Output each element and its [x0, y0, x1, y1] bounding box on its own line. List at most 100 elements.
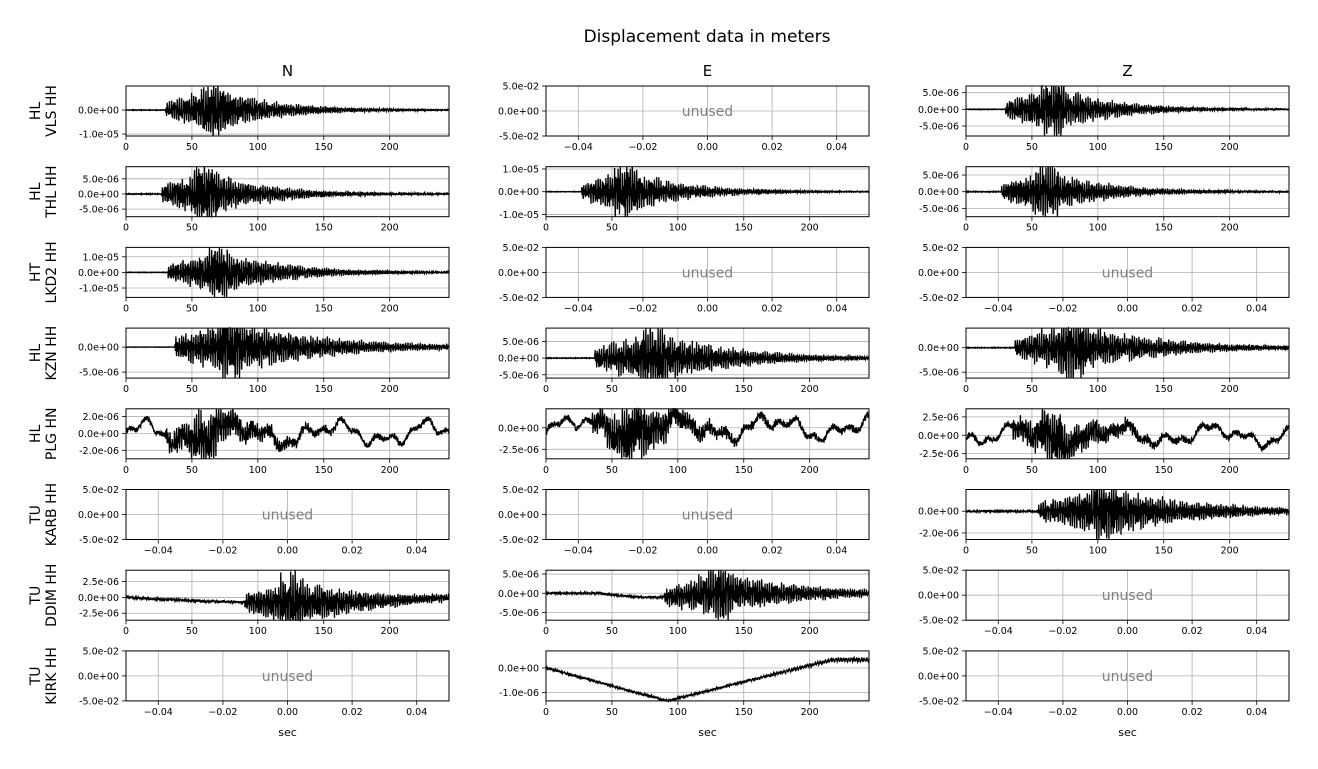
axes-frame — [965, 489, 1290, 540]
x-tick-label: 0.04 — [406, 707, 427, 718]
x-tick-label: 150 — [315, 465, 333, 476]
waveform-line — [125, 570, 450, 623]
panel-r4-c1: 0 50 100 150 200 -2.5e-06 0.0e+00 — [498, 407, 870, 476]
y-tick-label: 5.0e-02 — [923, 243, 959, 254]
y-tick-label: -1.0e-06 — [499, 688, 539, 699]
x-tick-label: 150 — [315, 223, 333, 234]
x-tick-label: −0.04 — [984, 707, 1013, 718]
column-title-n: N — [281, 62, 294, 80]
x-tick-label: 0.02 — [342, 546, 363, 557]
y-tick-label: 0.0e+00 — [498, 354, 539, 365]
y-tick-label: 0.0e+00 — [78, 268, 119, 279]
x-tick-label: 50 — [186, 626, 198, 637]
x-tick-label: −0.04 — [984, 626, 1013, 637]
y-tick-label: -5.0e-06 — [919, 122, 959, 133]
x-tick-label: 50 — [186, 142, 198, 153]
row-label: HL — [28, 424, 44, 443]
y-tick-label: -5.0e-02 — [919, 696, 959, 707]
x-tick-label: 0.02 — [1182, 707, 1203, 718]
x-tick-label: 50 — [1026, 384, 1038, 395]
waveform-line — [545, 655, 870, 704]
x-tick-label: −0.04 — [144, 707, 173, 718]
x-tick-label: 200 — [381, 223, 399, 234]
panel-r5-c2: 0 50 100 150 200 -2.0e-06 0.0e+00 — [918, 488, 1290, 557]
y-tick-label: 0.0e+00 — [918, 105, 959, 116]
y-tick-label: -2.5e-06 — [919, 449, 959, 460]
row-label: DDIM HH — [44, 564, 60, 627]
y-tick-label: -5.0e-02 — [79, 696, 119, 707]
x-tick-label: 0 — [123, 626, 129, 637]
x-tick-label: 0.00 — [1117, 707, 1138, 718]
x-tick-label: 100 — [249, 142, 267, 153]
x-tick-label: 0 — [963, 384, 969, 395]
x-tick-label: 50 — [186, 303, 198, 314]
x-tick-label: 50 — [186, 384, 198, 395]
y-tick-label: 2.5e-06 — [923, 412, 959, 423]
x-tick-label: 0 — [543, 707, 549, 718]
x-tick-label: 0 — [123, 303, 129, 314]
x-tick-label: 0.00 — [277, 546, 298, 557]
waveform-line — [965, 408, 1290, 460]
x-tick-label: 50 — [1026, 465, 1038, 476]
x-tick-label: 0.04 — [406, 546, 427, 557]
x-tick-label: −0.04 — [984, 303, 1013, 314]
y-tick-label: 0.0e+00 — [498, 268, 539, 279]
row-label: HL — [28, 344, 44, 363]
y-tick-label: 0.0e+00 — [498, 663, 539, 674]
y-tick-label: -5.0e-06 — [79, 368, 119, 379]
x-tick-label: 0.02 — [1182, 303, 1203, 314]
waveform-line — [965, 488, 1290, 540]
x-tick-label: 100 — [1089, 465, 1107, 476]
panel-r7-c0: unused −0.04 −0.02 0.00 0.02 0.04 -5.0e-02 0.0e… — [28, 646, 450, 718]
x-tick-label: 50 — [606, 384, 618, 395]
x-tick-label: 200 — [1221, 384, 1239, 395]
x-tick-label: 0 — [123, 142, 129, 153]
y-tick-label: 0.0e+00 — [78, 671, 119, 682]
axes-frame — [545, 650, 870, 702]
x-tick-label: 100 — [669, 384, 687, 395]
x-tick-label: −0.02 — [628, 546, 657, 557]
x-tick-label: 50 — [1026, 223, 1038, 234]
x-tick-label: 0.00 — [697, 303, 718, 314]
x-tick-label: 150 — [1155, 546, 1173, 557]
row-label: KZN HH — [44, 326, 60, 381]
x-tick-label: 0.04 — [826, 142, 847, 153]
x-tick-label: 0 — [543, 223, 549, 234]
unused-label: unused — [1102, 265, 1153, 281]
y-tick-label: 5.0e-02 — [923, 566, 959, 577]
unused-label: unused — [682, 104, 733, 120]
x-tick-label: 0 — [963, 142, 969, 153]
waveform-line — [545, 570, 870, 621]
waveform-line — [125, 326, 450, 379]
column-title-z: Z — [1122, 62, 1133, 80]
x-tick-label: −0.02 — [208, 546, 237, 557]
x-tick-label: 50 — [606, 707, 618, 718]
y-tick-label: 0.0e+00 — [498, 589, 539, 600]
y-tick-label: 5.0e-02 — [923, 646, 959, 657]
x-tick-label: −0.02 — [628, 303, 657, 314]
row-label: TU — [28, 505, 44, 525]
x-tick-label: 0 — [963, 465, 969, 476]
panel-r4-c2: 0 50 100 150 200 -2.5e-06 0.0e+00 2.5e-06 — [918, 408, 1290, 476]
y-tick-label: -1.0e-05 — [499, 210, 539, 221]
y-tick-label: 2.0e-06 — [83, 412, 119, 423]
axes-frame — [965, 327, 1290, 379]
row-label: KIRK HH — [44, 647, 60, 705]
panel-r1-c0: 0 50 100 150 200 -5.0e-06 0.0e+00 5.0e-06 HL THL … — [28, 166, 450, 234]
x-tick-label: 0 — [543, 626, 549, 637]
y-tick-label: 0.0e+00 — [78, 343, 119, 354]
x-tick-label: 0 — [963, 546, 969, 557]
x-tick-label: 50 — [1026, 546, 1038, 557]
axes-frame — [125, 327, 450, 379]
x-tick-label: 50 — [186, 465, 198, 476]
panel-r7-c1: 0 50 100 150 200 -1.0e-06 0.0e+00 — [498, 650, 870, 718]
x-tick-label: 200 — [1221, 223, 1239, 234]
x-tick-label: 50 — [606, 465, 618, 476]
x-tick-label: 0 — [543, 465, 549, 476]
x-tick-label: 150 — [735, 223, 753, 234]
panel-r1-c1: 0 50 100 150 200 -1.0e-05 0.0e+00 1.0e-05 — [498, 164, 870, 234]
waveform-line — [965, 166, 1290, 217]
x-tick-label: 0.00 — [697, 546, 718, 557]
x-tick-label: 0.02 — [762, 303, 783, 314]
